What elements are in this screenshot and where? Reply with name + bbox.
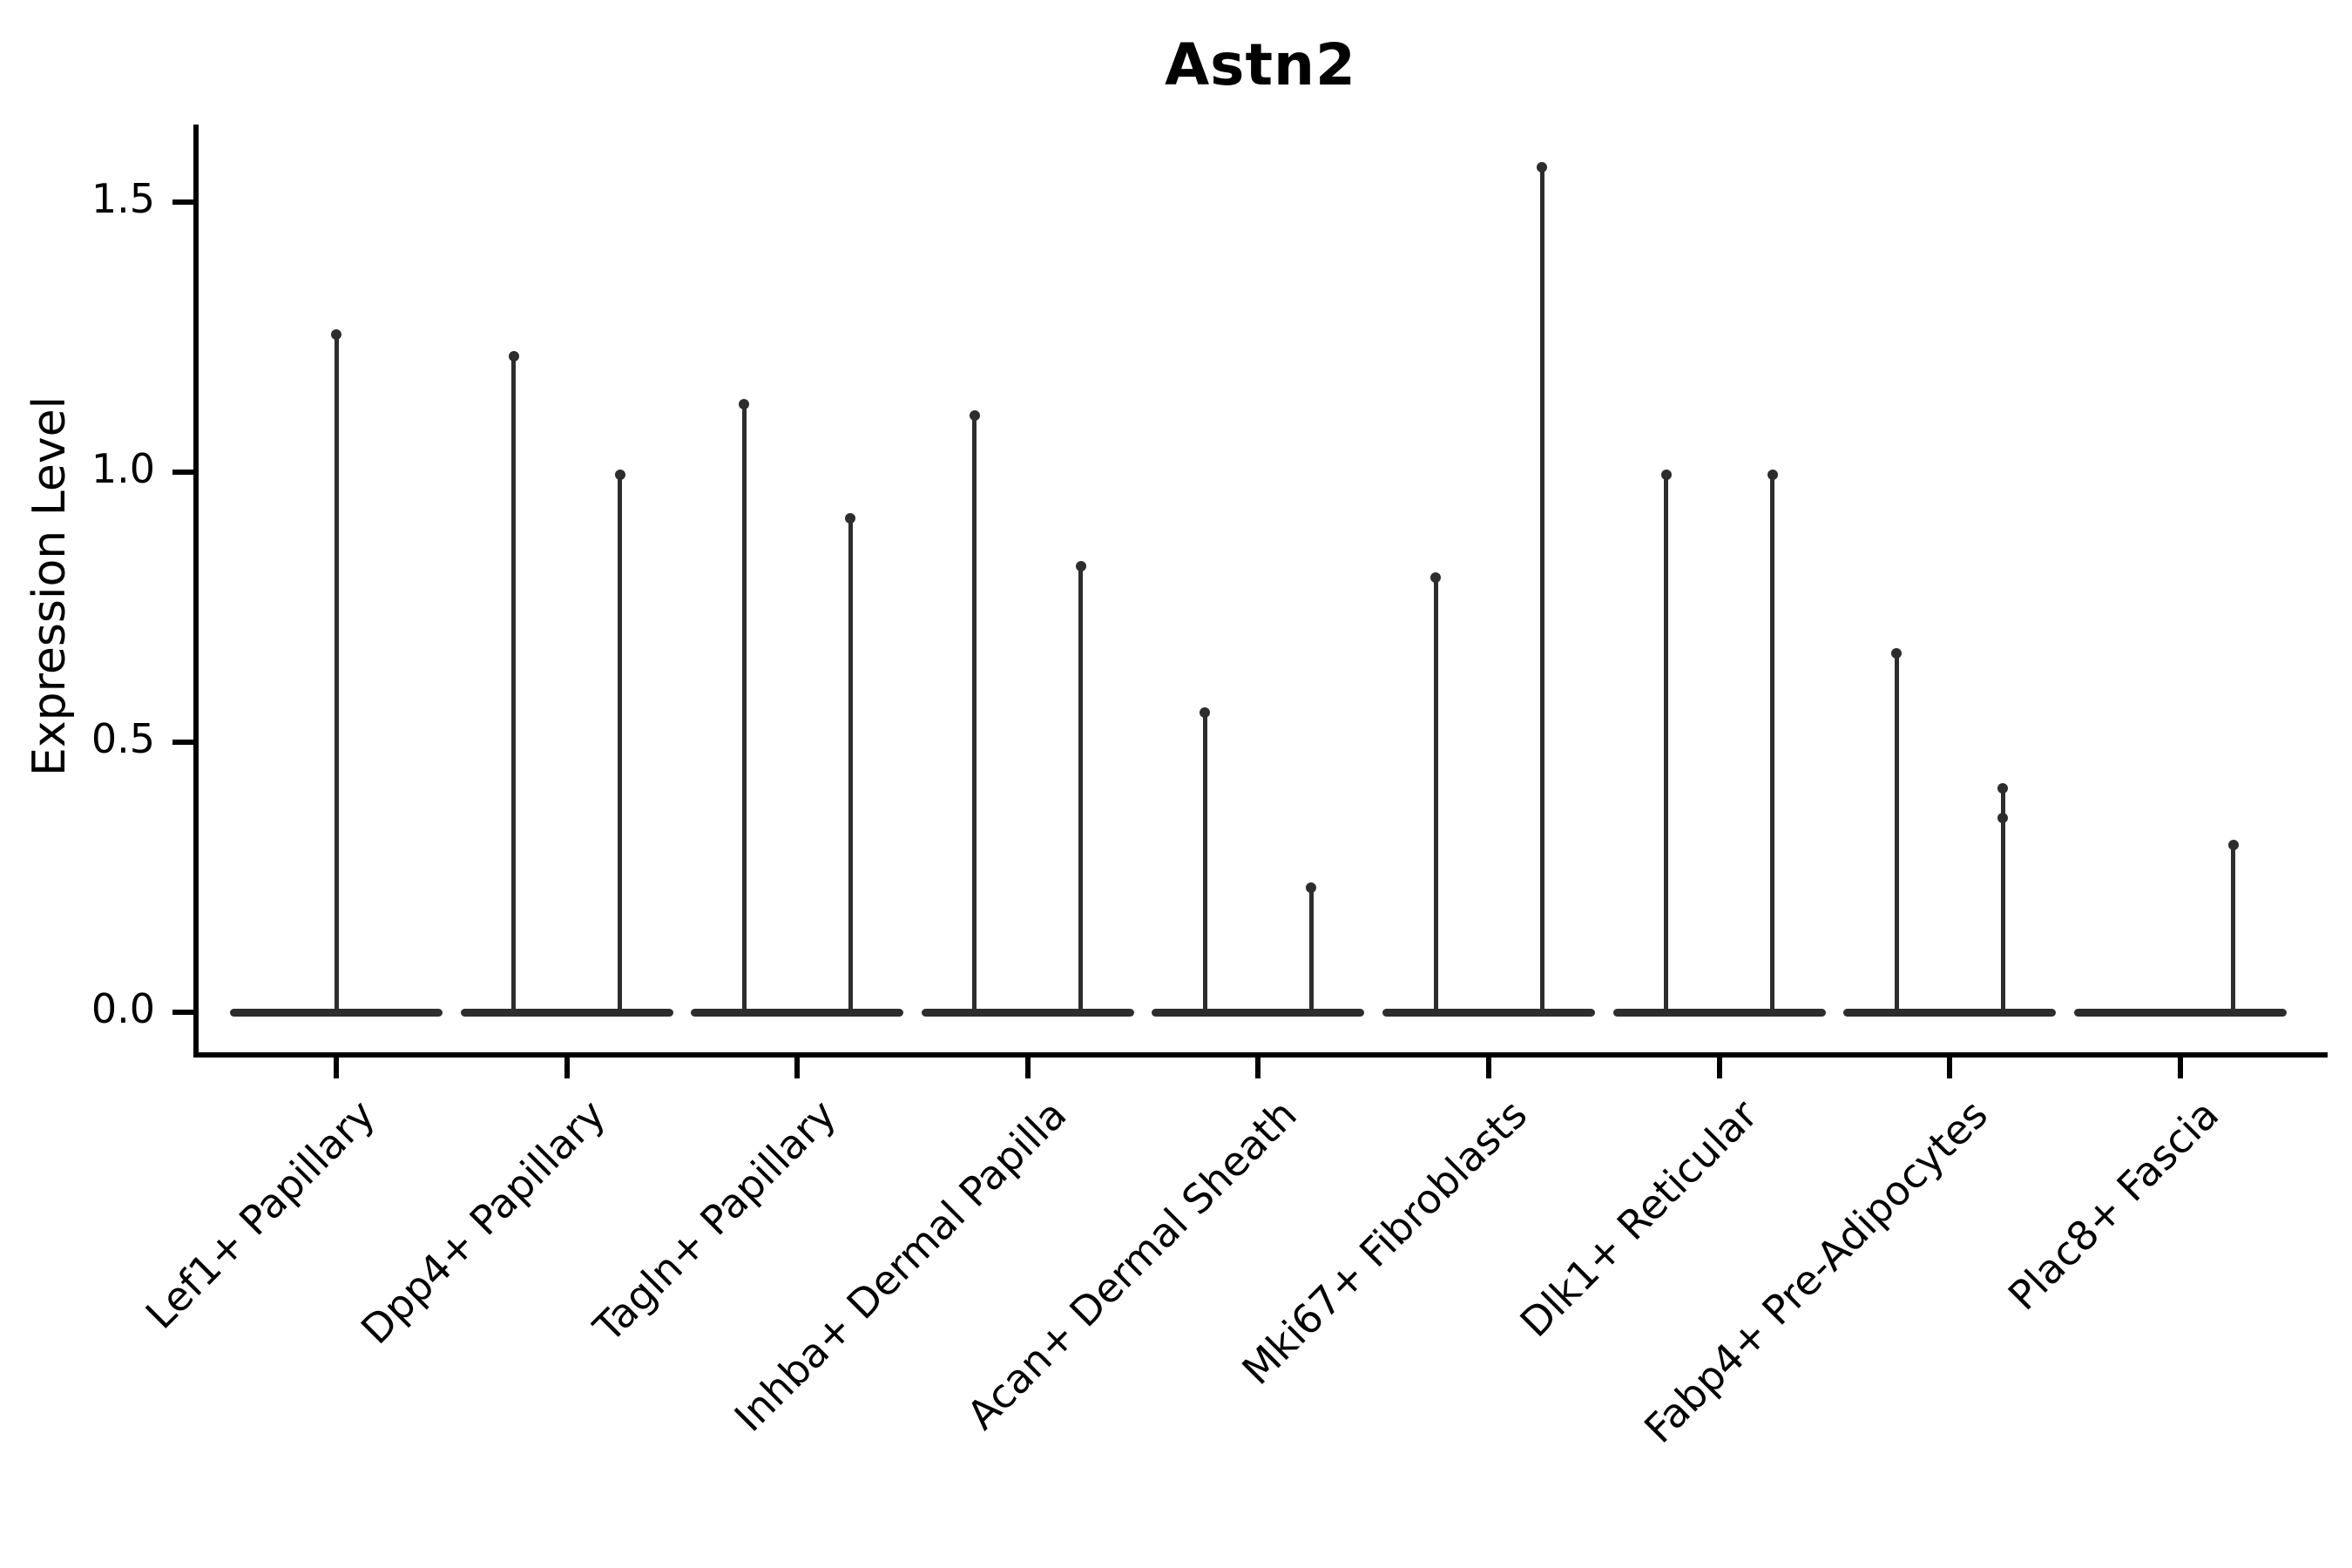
x-tick-label: Lef1+ Papillary	[136, 1091, 384, 1338]
spike-knob	[739, 399, 750, 410]
violin-spike	[1202, 709, 1207, 1015]
violin-spike	[1308, 885, 1314, 1015]
violin-spike	[2231, 841, 2236, 1015]
spike-knob	[1891, 647, 1903, 659]
violin-spike	[848, 515, 853, 1015]
y-tick-label: 0.0	[91, 985, 155, 1032]
y-tick-label: 1.5	[91, 175, 155, 222]
violin-spike	[741, 402, 747, 1015]
spike-knob	[1075, 561, 1086, 572]
violin-base	[1612, 1008, 1826, 1017]
violin-spike	[2000, 785, 2005, 1015]
spike-knob	[1660, 470, 1672, 480]
violin-base	[2073, 1008, 2287, 1017]
y-tick-label: 0.5	[91, 715, 155, 762]
violin-base	[1152, 1008, 1365, 1017]
y-tick-label: 1.0	[91, 445, 155, 492]
x-tick	[1024, 1058, 1031, 1078]
violin-base	[691, 1008, 904, 1017]
spike-knob	[1997, 812, 2009, 823]
spike-knob	[331, 328, 341, 340]
spike-knob	[1537, 161, 1547, 172]
spike-knob	[1200, 706, 1211, 718]
violin-spike	[1770, 472, 1775, 1015]
spike-knob	[1767, 470, 1778, 480]
spike-knob	[969, 409, 980, 421]
violin-spike	[1078, 564, 1084, 1015]
x-tick	[2177, 1058, 2183, 1078]
violin-spike	[618, 472, 623, 1015]
x-tick-label: Tagln+ Papillary	[584, 1091, 845, 1351]
violin-spike	[1539, 164, 1544, 1015]
spike-knob	[1430, 571, 1441, 583]
y-tick	[172, 199, 193, 205]
spike-knob	[1997, 782, 2009, 794]
x-tick	[794, 1058, 801, 1078]
violin-spike	[334, 331, 339, 1015]
spike-knob	[614, 470, 625, 480]
x-tick	[1255, 1058, 1261, 1078]
x-tick	[1947, 1058, 1953, 1078]
x-axis-spine	[193, 1052, 2328, 1058]
x-tick-label: Plac8+ Fascia	[1998, 1091, 2227, 1320]
x-tick	[1716, 1058, 1722, 1078]
spike-knob	[508, 350, 519, 362]
violin-spike	[972, 412, 977, 1015]
violin-base	[1843, 1008, 2057, 1017]
spike-knob	[845, 512, 856, 524]
violin-base	[1382, 1008, 1595, 1017]
violin-spike	[1664, 472, 1669, 1015]
x-tick	[1486, 1058, 1491, 1078]
x-tick-label: Dlk1+ Reticular	[1511, 1091, 1767, 1347]
x-tick	[564, 1058, 570, 1078]
y-tick	[172, 470, 193, 475]
violin-spike	[511, 353, 517, 1015]
y-tick	[172, 1010, 193, 1015]
y-axis-spine	[193, 125, 199, 1058]
violin-base	[921, 1008, 1134, 1017]
spike-knob	[2227, 839, 2239, 850]
violin-base	[460, 1008, 673, 1017]
x-tick	[334, 1058, 339, 1078]
x-tick-label: Dpp4+ Papillary	[351, 1091, 614, 1354]
violin-spike	[1894, 650, 1899, 1015]
plot-title: Astn2	[1165, 31, 1356, 98]
violin-spike	[1433, 574, 1438, 1015]
y-tick	[172, 740, 193, 745]
spike-knob	[1306, 882, 1317, 894]
